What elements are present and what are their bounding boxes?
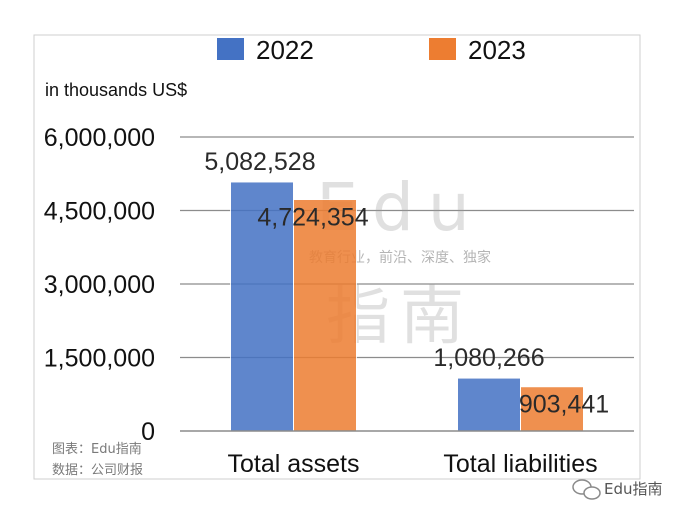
bar-2022-total-liabilities: [457, 377, 521, 432]
category-label: Total assets: [227, 450, 359, 478]
y-tick-label: 4,500,000: [44, 198, 155, 226]
chart-credit: 图表：Edu指南: [52, 441, 142, 457]
x-axis-categories: Total assets Total liabilities: [227, 450, 597, 478]
y-tick-label: 6,000,000: [44, 124, 155, 152]
bars: [230, 181, 584, 432]
y-tick-label: 0: [141, 418, 155, 446]
legend-label-2023: 2023: [468, 35, 526, 65]
legend-label-2022: 2022: [256, 35, 314, 65]
bar-2023-total-assets: [293, 199, 357, 432]
data-label: 903,441: [519, 391, 609, 419]
legend: 2022 2023: [217, 35, 526, 65]
data-credit: 数据：公司财报: [52, 463, 143, 478]
data-label: 1,080,266: [433, 344, 544, 372]
wechat-account-label: Edu指南: [604, 480, 663, 498]
data-labels: 5,082,528 4,724,354 1,080,266 903,441: [204, 148, 609, 419]
data-label: 5,082,528: [204, 148, 315, 176]
wechat-branding: Edu指南: [572, 479, 663, 500]
y-axis-ticks: 0 1,500,000 3,000,000 4,500,000 6,000,000: [44, 124, 155, 446]
category-label: Total liabilities: [443, 450, 597, 478]
legend-swatch-2022: [217, 38, 244, 60]
legend-swatch-2023: [429, 38, 456, 60]
unit-label: in thousands US$: [45, 80, 187, 100]
y-tick-label: 1,500,000: [44, 345, 155, 373]
bar-2022-total-assets: [230, 181, 294, 432]
wechat-icon: [572, 479, 601, 500]
data-label: 4,724,354: [257, 204, 368, 232]
y-tick-label: 3,000,000: [44, 271, 155, 299]
